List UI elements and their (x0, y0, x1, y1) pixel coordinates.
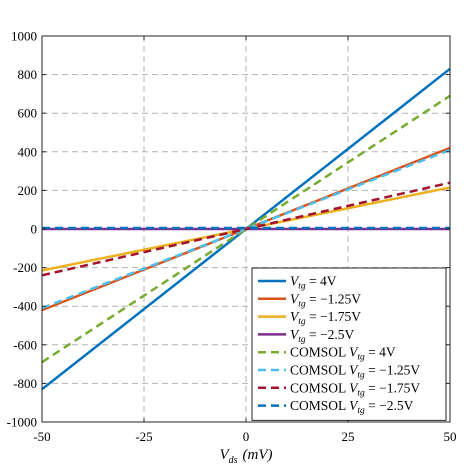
x-axis-label: Vds (mV) (219, 447, 272, 466)
y-tick-label: 600 (18, 106, 38, 121)
series-line-7 (41, 181, 451, 277)
x-tick-label: 0 (243, 429, 250, 444)
y-tick-label: -1000 (7, 415, 37, 430)
series-layer (41, 67, 451, 391)
x-tick-label: 50 (444, 429, 457, 444)
y-tick-label: 1000 (11, 29, 37, 44)
y-tick-label: 400 (18, 144, 38, 159)
y-tick-label: 0 (31, 222, 38, 237)
y-tick-label: -400 (13, 299, 37, 314)
x-axis-label-unit: (mV) (243, 447, 273, 463)
x-tick-label: -50 (33, 429, 50, 444)
series-line-5 (41, 94, 451, 364)
y-tick-label: 800 (18, 67, 38, 82)
y-tick-label: -600 (13, 337, 37, 352)
x-tick-label: -25 (135, 429, 152, 444)
legend-entry: COMSOL Vtg = −1.75V (290, 380, 420, 398)
legend-entry: COMSOL Vtg = −2.5V (290, 398, 414, 416)
legend-entry: Vtg = −1.75V (290, 309, 361, 327)
series-line-6 (41, 148, 451, 310)
x-tick-label: 25 (342, 429, 355, 444)
x-axis-label-sub: ds (229, 455, 238, 466)
legend-box (251, 267, 447, 421)
y-tick-label: -200 (13, 260, 37, 275)
y-tick-label: -800 (13, 376, 37, 391)
legend-entry: Vtg = −1.25V (290, 291, 361, 309)
y-tick-label: 200 (18, 183, 38, 198)
legend-entry: COMSOL Vtg = 4V (290, 345, 396, 363)
ticks (41, 35, 451, 423)
legend-entry: Vtg = −2.5V (290, 327, 354, 345)
legend-entry: Vtg = 4V (290, 274, 337, 292)
tick-labels: -50 -25 0 25 50 1000 800 600 400 200 0 -200 -400 -600… (7, 29, 457, 445)
legend-entry: COMSOL Vtg = −1.25V (290, 363, 420, 381)
x-axis-label-main: V (219, 447, 230, 463)
